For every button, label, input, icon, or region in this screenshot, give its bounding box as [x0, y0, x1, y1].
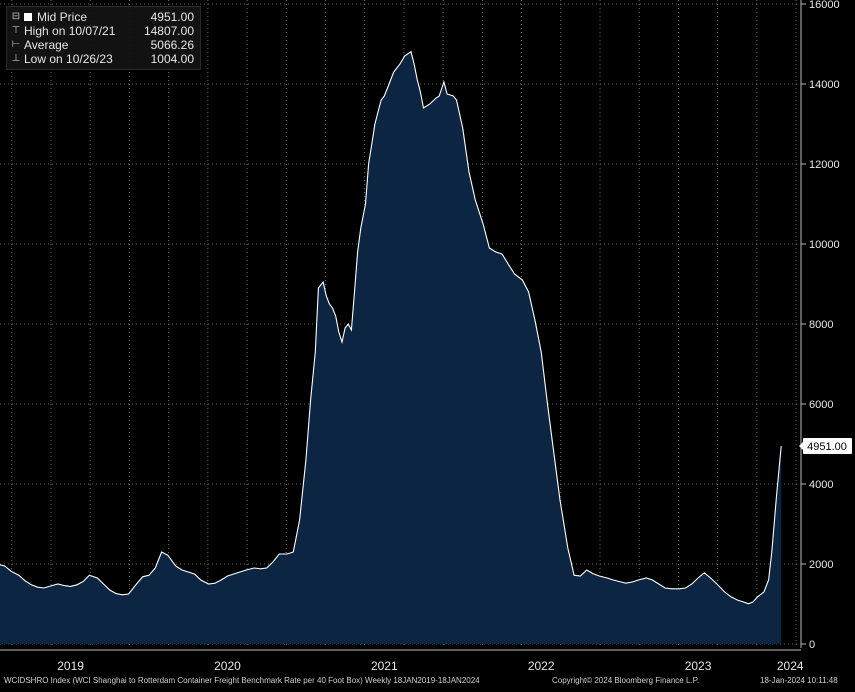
footer-source: WCIDSHRO Index (WCI Shanghai to Rotterda…: [4, 676, 480, 685]
footer-timestamp: 18-Jan-2024 10:11:48: [760, 676, 838, 685]
x-tick-label: 2024: [777, 659, 804, 673]
last-price-label: 4951.00: [807, 441, 847, 453]
y-tick-label: 8000: [809, 319, 833, 331]
low-marker-icon: ⊥: [11, 53, 21, 64]
chart-legend: ⊟ Mid Price 4951.00 ⊤ High on 10/07/21 1…: [6, 6, 201, 70]
legend-avg-label: Average: [24, 38, 69, 52]
y-tick-label: 14000: [809, 79, 840, 91]
x-axis: 2019 2020 2021 2022 2023 2024: [0, 649, 804, 673]
y-tick-label: 10000: [809, 239, 840, 251]
average-marker-icon: ⊢: [11, 39, 21, 50]
high-marker-icon: ⊤: [11, 25, 21, 36]
y-tick-label: 6000: [809, 399, 833, 411]
legend-high-value: 14807.00: [143, 24, 194, 38]
series-area-fill: [0, 51, 782, 644]
chart-footer: WCIDSHRO Index (WCI Shanghai to Rotterda…: [0, 672, 855, 692]
legend-title: Mid Price: [37, 10, 88, 24]
series-line: [0, 50, 782, 605]
x-tick-label: 2019: [57, 659, 84, 673]
legend-low-label: Low on 10/26/23: [24, 52, 113, 66]
x-tick-label: 2022: [528, 659, 555, 673]
last-price-marker: 4951.00: [799, 437, 852, 454]
legend-title-value: 4951.00: [150, 10, 194, 24]
series-swatch: [24, 13, 32, 21]
legend-avg-value: 5066.26: [150, 38, 194, 52]
y-tick-label: 0: [809, 639, 815, 651]
y-axis: 0 2000 4000 6000 8000 10000 12000 14000 16000: [800, 0, 840, 651]
legend-low: ⊥ Low on 10/26/23 1004.00: [11, 52, 194, 66]
legend-high-label: High on 10/07/21: [24, 24, 116, 38]
y-tick-label: 2000: [809, 559, 833, 571]
price-area: [0, 50, 782, 644]
x-tick-label: 2021: [371, 659, 398, 673]
legend-low-value: 1004.00: [150, 52, 194, 66]
legend-high: ⊤ High on 10/07/21 14807.00: [11, 24, 194, 38]
legend-average: ⊢ Average 5066.26: [11, 38, 194, 52]
last-price-pointer: [799, 441, 803, 450]
y-tick-label: 12000: [809, 159, 840, 171]
collapse-icon[interactable]: ⊟: [11, 11, 21, 22]
y-tick-label: 4000: [809, 479, 833, 491]
y-tick-label: 16000: [809, 0, 840, 11]
x-tick-label: 2020: [214, 659, 241, 673]
legend-mid-price: ⊟ Mid Price 4951.00: [11, 10, 194, 24]
x-tick-label: 2023: [685, 659, 712, 673]
footer-copyright: Copyright© 2024 Bloomberg Finance L.P.: [552, 676, 700, 685]
last-price-box: [803, 437, 852, 454]
